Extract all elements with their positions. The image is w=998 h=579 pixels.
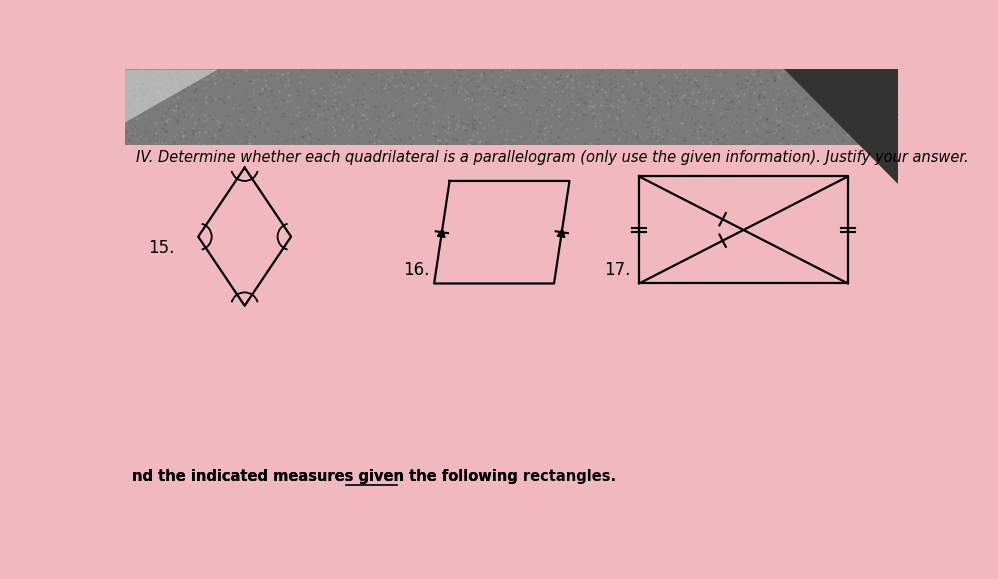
Text: 15.: 15. [148,239,175,257]
Text: nd the indicated measures given the following rectangles.: nd the indicated measures given the foll… [133,469,617,484]
Text: 16.: 16. [403,261,429,279]
Bar [125,145,898,515]
Bar [125,69,898,145]
Text: nd the indicated measures given the following: nd the indicated measures given the foll… [133,469,523,484]
Polygon shape [783,69,898,184]
Polygon shape [437,229,445,237]
Polygon shape [125,69,218,123]
Polygon shape [557,229,565,237]
Text: 17.: 17. [604,261,631,279]
Text: IV. Determine whether each quadrilateral is a parallelogram (only use the given : IV. Determine whether each quadrilateral… [137,150,969,165]
